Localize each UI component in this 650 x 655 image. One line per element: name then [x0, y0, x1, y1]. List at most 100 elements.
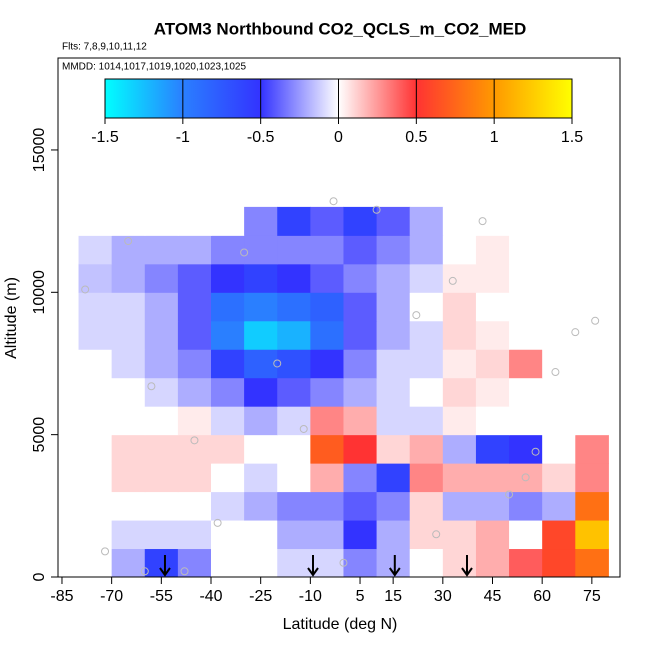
heatmap-cell	[211, 235, 245, 265]
heatmap-cell	[244, 377, 278, 407]
colorbar-tick-label: 1.5	[561, 129, 583, 146]
heatmap-cell	[277, 491, 311, 521]
sample-point	[190, 436, 199, 445]
heatmap-cell	[177, 491, 212, 521]
heatmap-cell	[376, 349, 411, 379]
heatmap-cell	[442, 206, 477, 236]
heatmap-cell	[244, 292, 278, 322]
heatmap-cell	[442, 463, 477, 493]
chart-title: ATOM3 Northbound CO2_QCLS_m_CO2_MED	[154, 19, 526, 38]
heatmap-cell	[310, 463, 344, 493]
heatmap-cell	[509, 406, 543, 436]
heatmap-cell	[111, 263, 146, 293]
sample-point	[372, 205, 381, 214]
sample-point	[412, 311, 421, 320]
heatmap-cell	[343, 463, 378, 493]
colorbar-tick-label: -1	[176, 129, 190, 146]
sample-point	[478, 217, 487, 226]
heatmap-cell	[542, 377, 576, 407]
heatmap-cell	[475, 349, 510, 379]
heatmap-cell	[244, 463, 278, 493]
heatmap-cell	[343, 349, 378, 379]
heatmap-cell	[211, 292, 245, 322]
heatmap-cell	[542, 292, 576, 322]
x-tick-label: -55	[150, 588, 173, 605]
heatmap-cell	[111, 320, 146, 350]
x-tick-label: -25	[249, 588, 272, 605]
heatmap-cell	[144, 463, 179, 493]
sample-point	[180, 567, 189, 576]
heatmap-cell	[211, 263, 245, 293]
heatmap-cell	[211, 434, 245, 464]
heatmap-cell	[277, 548, 311, 578]
heatmap-cell	[376, 434, 411, 464]
heatmap-cell	[343, 377, 378, 407]
heatmap-cell	[509, 491, 543, 521]
heatmap-cell	[111, 520, 146, 550]
heatmap-cell	[177, 406, 212, 436]
sample-point	[505, 490, 514, 499]
sample-point	[299, 424, 308, 433]
heatmap-cell	[343, 548, 378, 578]
heatmap-cell	[177, 235, 212, 265]
heatmap-cell	[475, 206, 510, 236]
colorbar-tick-label: -0.5	[247, 129, 275, 146]
heatmap-cell	[475, 463, 510, 493]
heatmap-cell	[542, 548, 576, 578]
x-tick-label: 30	[434, 588, 452, 605]
heatmap-cell	[78, 263, 113, 293]
y-tick-label: 10000	[31, 270, 48, 315]
heatmap-cell	[542, 406, 576, 436]
y-tick-label: 5000	[31, 417, 48, 453]
x-tick-label: 60	[533, 588, 551, 605]
heatmap-cell	[509, 548, 543, 578]
heatmap-cell	[409, 434, 444, 464]
heatmap-cell	[244, 520, 278, 550]
heatmap-cell	[78, 434, 113, 464]
heatmap-cell	[409, 320, 444, 350]
x-tick-label: 75	[583, 588, 601, 605]
heatmap-cell	[144, 377, 179, 407]
heatmap-cell	[144, 320, 179, 350]
heatmap-cell	[475, 235, 510, 265]
heatmap-cell	[409, 548, 444, 578]
heatmap-cell	[475, 263, 510, 293]
heatmap-cell	[78, 235, 113, 265]
heatmap-cell	[211, 320, 245, 350]
heatmap-cell	[244, 235, 278, 265]
heatmap-cell	[376, 292, 411, 322]
colorbar-tick-label: 0	[334, 129, 343, 146]
heatmap-cell	[409, 520, 444, 550]
heatmap-cell	[111, 463, 146, 493]
heatmap-cell	[78, 349, 113, 379]
heatmap-cell	[442, 434, 477, 464]
sample-point	[140, 567, 149, 576]
sample-point	[521, 473, 530, 482]
heatmap-cell	[244, 320, 278, 350]
heatmap-cell	[542, 206, 576, 236]
heatmap-cell	[111, 434, 146, 464]
sample-point	[147, 382, 156, 391]
colorbar-tick-label: 0.5	[405, 129, 427, 146]
plot-frame	[57, 57, 621, 578]
heatmap-cell	[509, 520, 543, 550]
heatmap-cell	[376, 491, 411, 521]
sample-point	[124, 237, 133, 246]
heatmap-cell	[575, 520, 609, 550]
heatmap-cell	[509, 206, 543, 236]
sample-point	[329, 197, 338, 206]
heatmap-cell	[310, 377, 344, 407]
heatmap-cell	[277, 235, 311, 265]
heatmap-cell	[211, 206, 245, 236]
heatmap-cell	[475, 406, 510, 436]
sample-point	[591, 316, 600, 325]
heatmap-cell	[575, 377, 609, 407]
heatmap-cell	[277, 206, 311, 236]
x-tick-label: 5	[356, 588, 365, 605]
heatmap-cell	[177, 263, 212, 293]
heatmap-cell	[509, 377, 543, 407]
x-tick-label: -10	[299, 588, 322, 605]
heatmap-cell	[343, 235, 378, 265]
heatmap-cell	[277, 406, 311, 436]
heatmap-cell	[376, 263, 411, 293]
